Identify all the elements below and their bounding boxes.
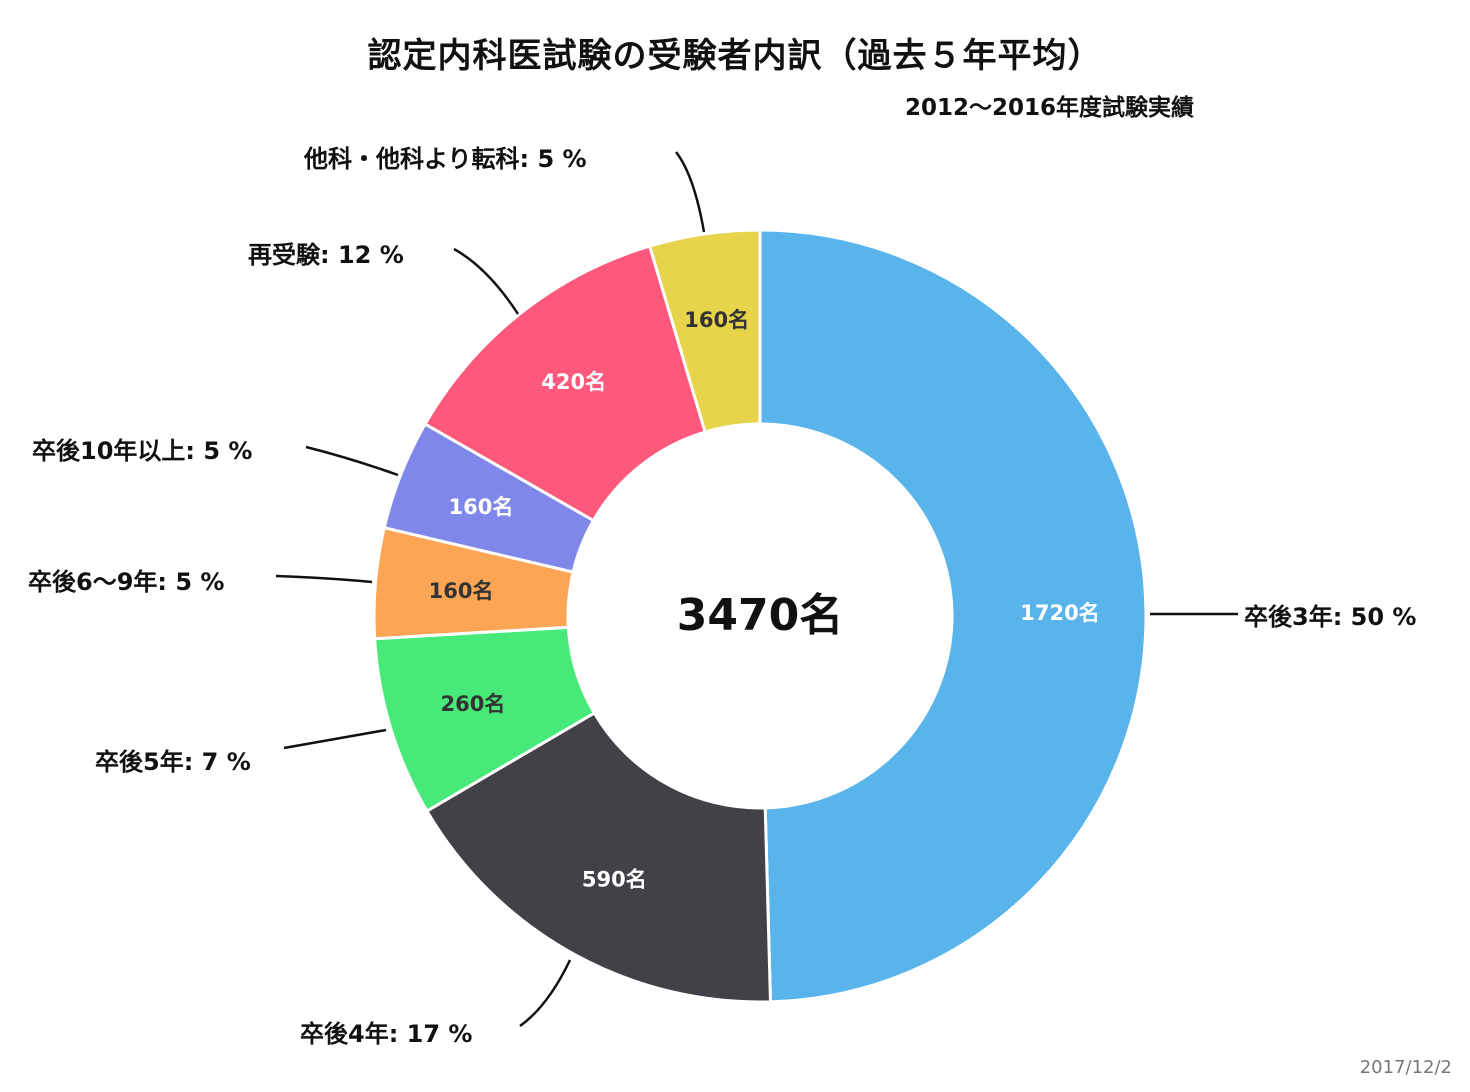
- donut-slice-7: [647, 228, 762, 434]
- slice-value-label-3: 260名: [440, 692, 505, 716]
- slice-category-label-3: 卒後5年: 7 %: [95, 748, 251, 776]
- donut-slice-1: [758, 228, 1148, 1004]
- chart-subtitle: 2012～2016年度試験実績: [905, 95, 1195, 121]
- leader-line-5: [305, 445, 399, 477]
- donut-slice-2: [424, 710, 773, 1004]
- chart-title: 認定内科医試験の受験者内訳（過去５年平均）: [367, 36, 1103, 76]
- leader-lines: [275, 151, 1238, 1028]
- leader-line-7: [675, 151, 706, 233]
- slice-category-label-7: 他科・他科より転科: 5 %: [303, 145, 587, 173]
- slice-value-label-7: 160名: [684, 308, 749, 332]
- slice-category-label-1: 卒後3年: 50 %: [1244, 603, 1416, 631]
- leader-line-2: [519, 959, 572, 1028]
- slice-value-label-5: 160名: [449, 495, 514, 519]
- donut-slices: [372, 228, 1148, 1004]
- slice-value-label-6: 420名: [541, 370, 606, 394]
- slice-value-labels: 1720名 590名 260名 160名 160名 420名 160名: [429, 308, 1100, 891]
- slice-category-label-2: 卒後4年: 17 %: [300, 1020, 472, 1048]
- slice-value-label-2: 590名: [582, 867, 647, 891]
- donut-slice-6: [423, 244, 708, 523]
- leader-line-3: [283, 728, 387, 750]
- leader-line-6: [453, 247, 520, 315]
- slice-category-label-5: 卒後10年以上: 5 %: [32, 437, 252, 465]
- slice-category-labels: 卒後3年: 50 % 卒後4年: 17 % 卒後5年: 7 % 卒後6～9年: 5 %…: [28, 145, 1416, 1048]
- slice-value-label-4: 160名: [429, 579, 494, 603]
- slice-category-label-6: 再受験: 12 %: [248, 241, 404, 269]
- date-stamp: 2017/12/2: [1359, 1057, 1452, 1078]
- slice-value-label-1: 1720名: [1020, 601, 1099, 625]
- center-total-label: 3470名: [677, 590, 843, 641]
- leader-line-4: [275, 574, 373, 584]
- slice-category-label-4: 卒後6～9年: 5 %: [28, 568, 224, 596]
